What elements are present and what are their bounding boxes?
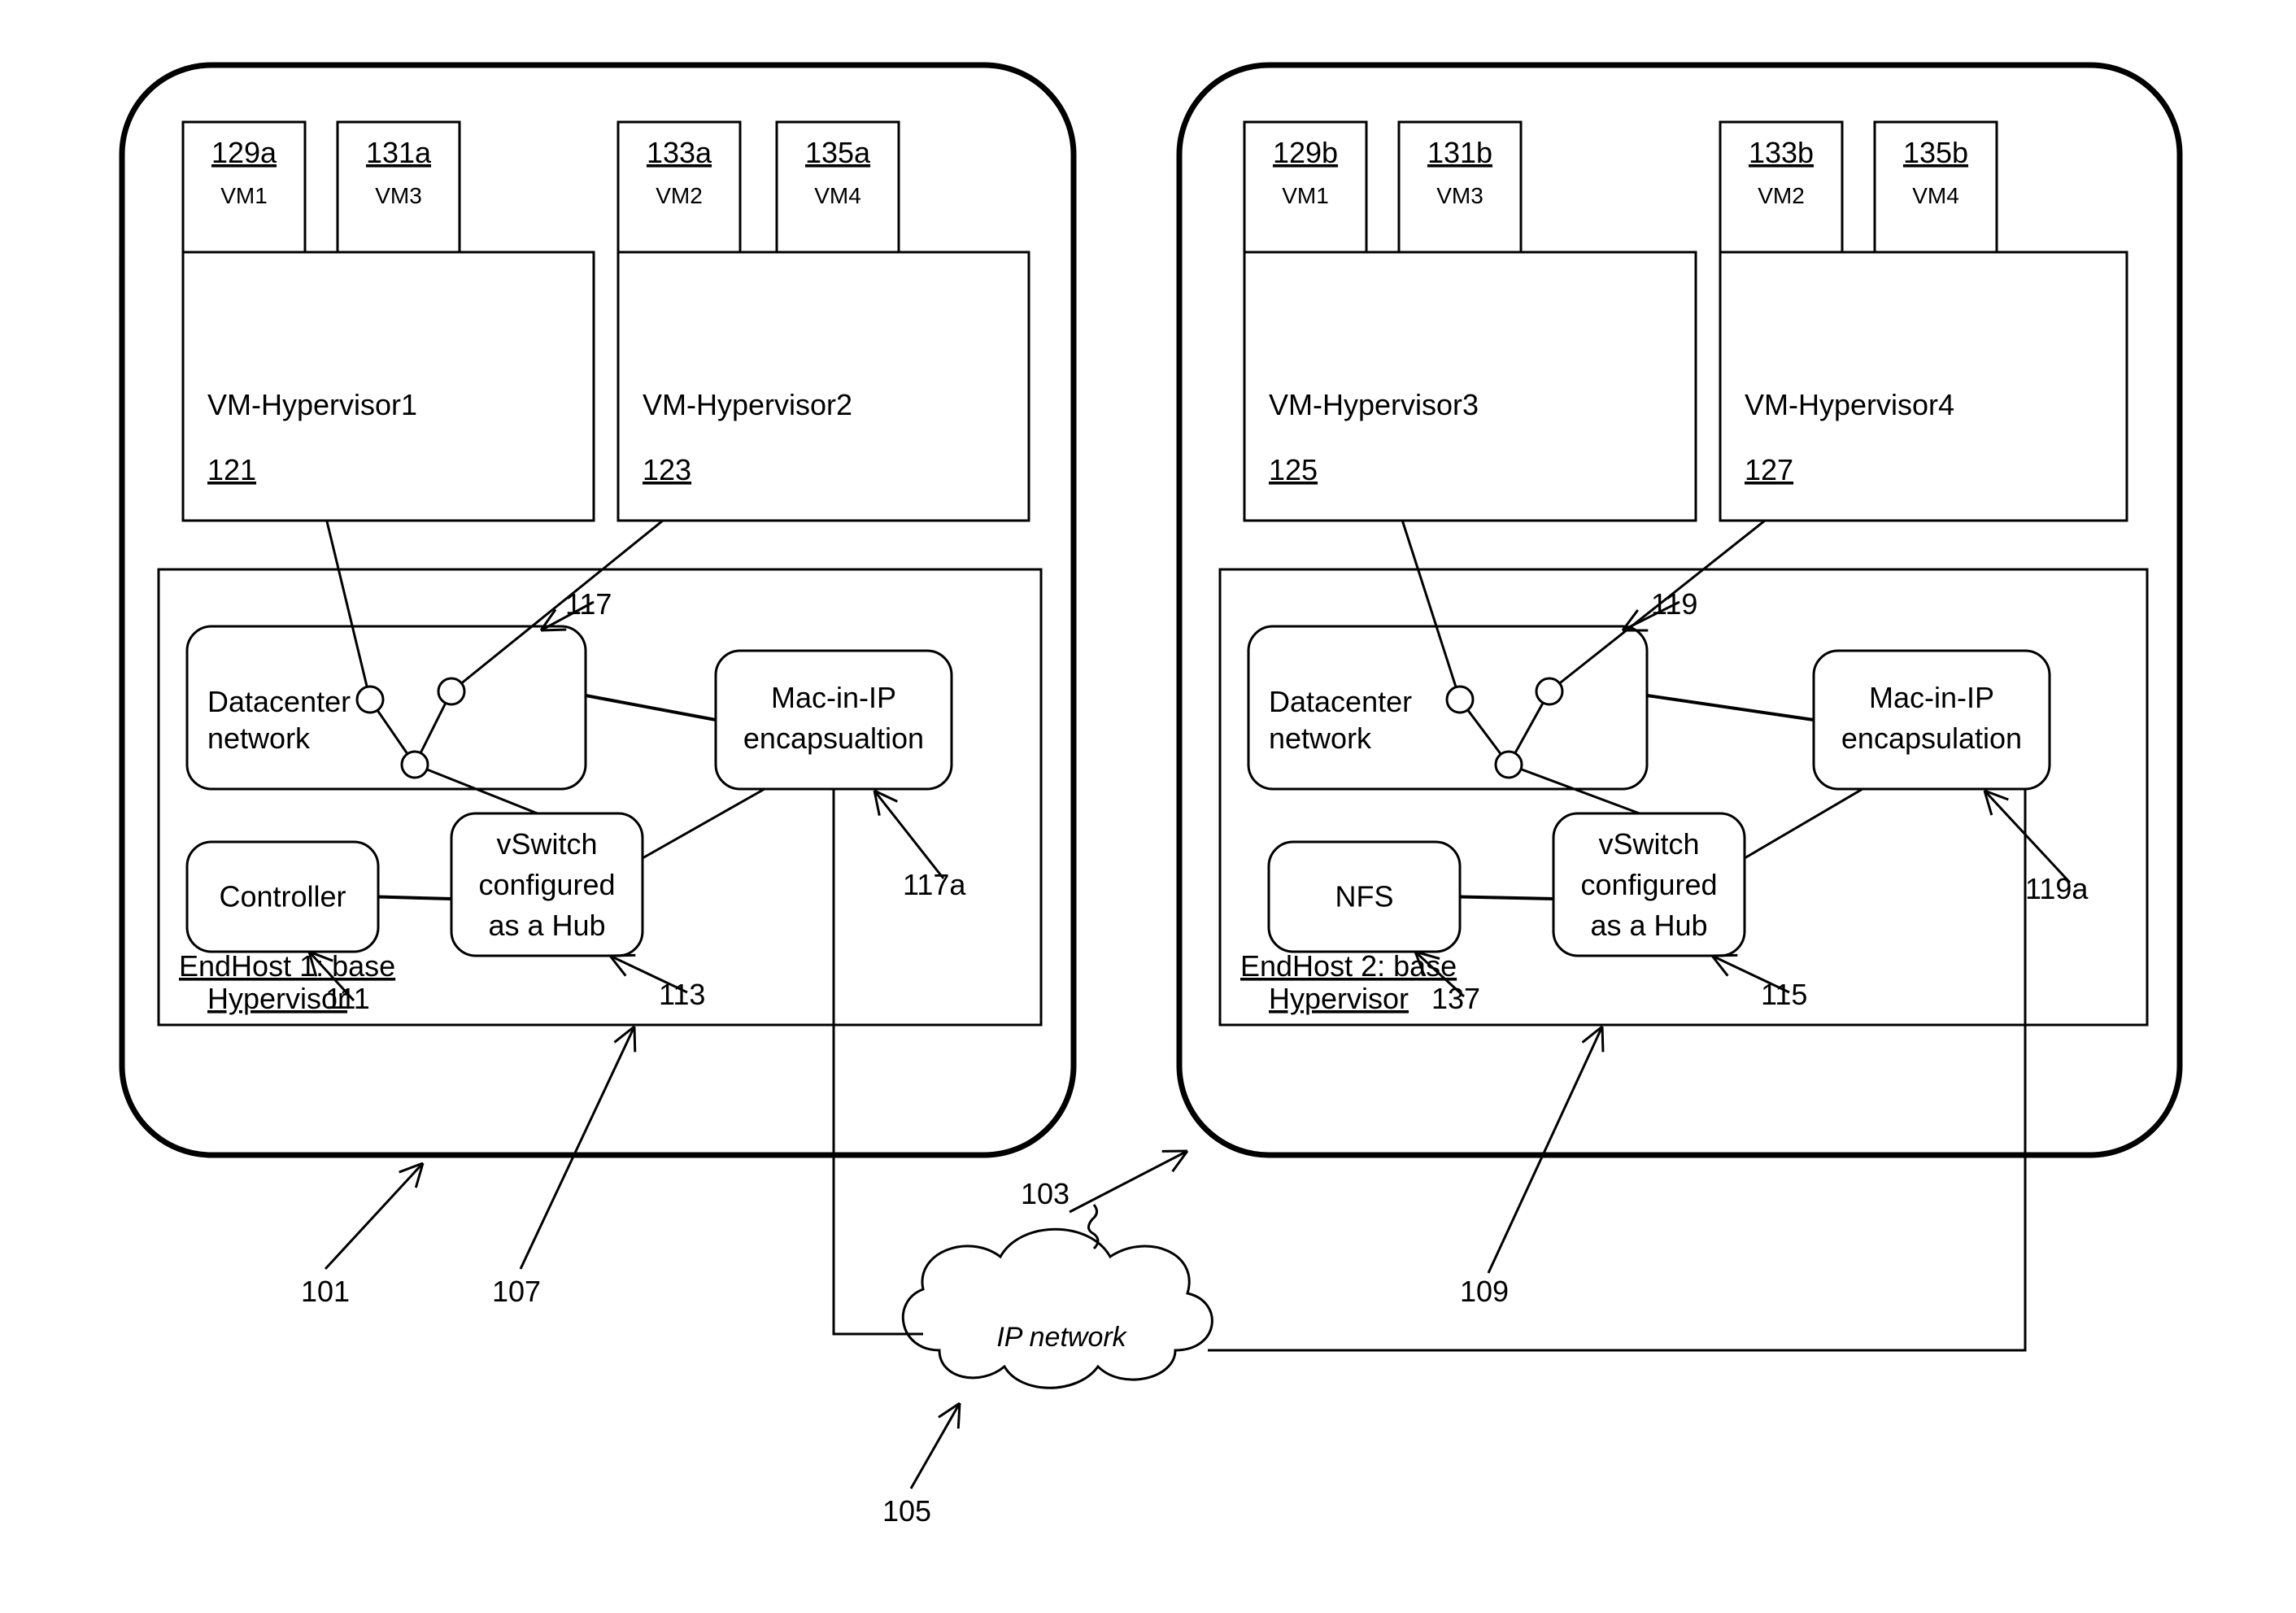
svg-text:encapsulation: encapsulation	[1841, 721, 2022, 755]
svg-text:vSwitch: vSwitch	[496, 827, 597, 861]
svg-text:135b: 135b	[1903, 136, 1968, 169]
svg-text:VM-Hypervisor3: VM-Hypervisor3	[1269, 388, 1479, 421]
svg-text:Mac-in-IP: Mac-in-IP	[771, 681, 896, 714]
svg-text:125: 125	[1269, 453, 1318, 486]
svg-text:111: 111	[325, 982, 370, 1015]
svg-text:137: 137	[1431, 982, 1480, 1015]
svg-text:VM2: VM2	[656, 183, 703, 208]
svg-text:VM-Hypervisor1: VM-Hypervisor1	[207, 388, 417, 421]
svg-text:network: network	[207, 721, 311, 755]
svg-text:119: 119	[1651, 587, 1697, 621]
svg-text:as a Hub: as a Hub	[488, 909, 605, 942]
svg-text:127: 127	[1745, 453, 1793, 486]
svg-text:vSwitch: vSwitch	[1598, 827, 1699, 861]
svg-text:IP network: IP network	[996, 1322, 1127, 1353]
svg-text:Controller: Controller	[219, 880, 346, 913]
svg-text:Datacenter: Datacenter	[1269, 685, 1412, 718]
svg-text:129b: 129b	[1273, 136, 1338, 169]
svg-text:105: 105	[882, 1494, 931, 1528]
svg-text:VM-Hypervisor4: VM-Hypervisor4	[1745, 388, 1954, 421]
svg-text:131a: 131a	[366, 136, 432, 169]
svg-text:VM4: VM4	[814, 183, 861, 208]
svg-text:133b: 133b	[1749, 136, 1814, 169]
svg-text:117: 117	[565, 587, 612, 621]
svg-text:135a: 135a	[805, 136, 871, 169]
svg-text:119a: 119a	[2025, 872, 2089, 905]
svg-text:as a Hub: as a Hub	[1590, 909, 1707, 942]
svg-text:117a: 117a	[903, 868, 966, 901]
svg-text:107: 107	[492, 1275, 541, 1308]
svg-text:101: 101	[301, 1275, 350, 1308]
svg-text:VM3: VM3	[1436, 183, 1483, 208]
svg-text:VM2: VM2	[1758, 183, 1805, 208]
svg-text:Datacenter: Datacenter	[207, 685, 351, 718]
network-architecture-diagram: 129a VM1 131a VM3 133a VM2 135a VM4 VM-Hyperviso…	[0, 0, 2296, 1613]
svg-text:VM-Hypervisor2: VM-Hypervisor2	[643, 388, 852, 421]
svg-text:network: network	[1269, 721, 1372, 755]
svg-text:115: 115	[1761, 978, 1807, 1011]
svg-text:Mac-in-IP: Mac-in-IP	[1869, 681, 1994, 714]
svg-text:EndHost 1: base: EndHost 1: base	[179, 949, 395, 983]
svg-text:VM3: VM3	[375, 183, 422, 208]
svg-text:VM4: VM4	[1912, 183, 1959, 208]
svg-text:103: 103	[1021, 1177, 1070, 1210]
svg-text:121: 121	[207, 453, 256, 486]
svg-text:109: 109	[1460, 1275, 1509, 1308]
svg-text:123: 123	[643, 453, 691, 486]
svg-text:Hypervisor: Hypervisor	[1269, 982, 1409, 1015]
svg-text:129a: 129a	[211, 136, 277, 169]
svg-text:configured: configured	[478, 868, 615, 901]
svg-text:133a: 133a	[647, 136, 712, 169]
svg-text:131b: 131b	[1427, 136, 1492, 169]
svg-text:configured: configured	[1580, 868, 1717, 901]
svg-text:encapsualtion: encapsualtion	[743, 721, 924, 755]
svg-text:VM1: VM1	[220, 183, 268, 208]
svg-text:113: 113	[659, 978, 705, 1011]
svg-text:VM1: VM1	[1282, 183, 1329, 208]
svg-text:NFS: NFS	[1335, 880, 1394, 913]
